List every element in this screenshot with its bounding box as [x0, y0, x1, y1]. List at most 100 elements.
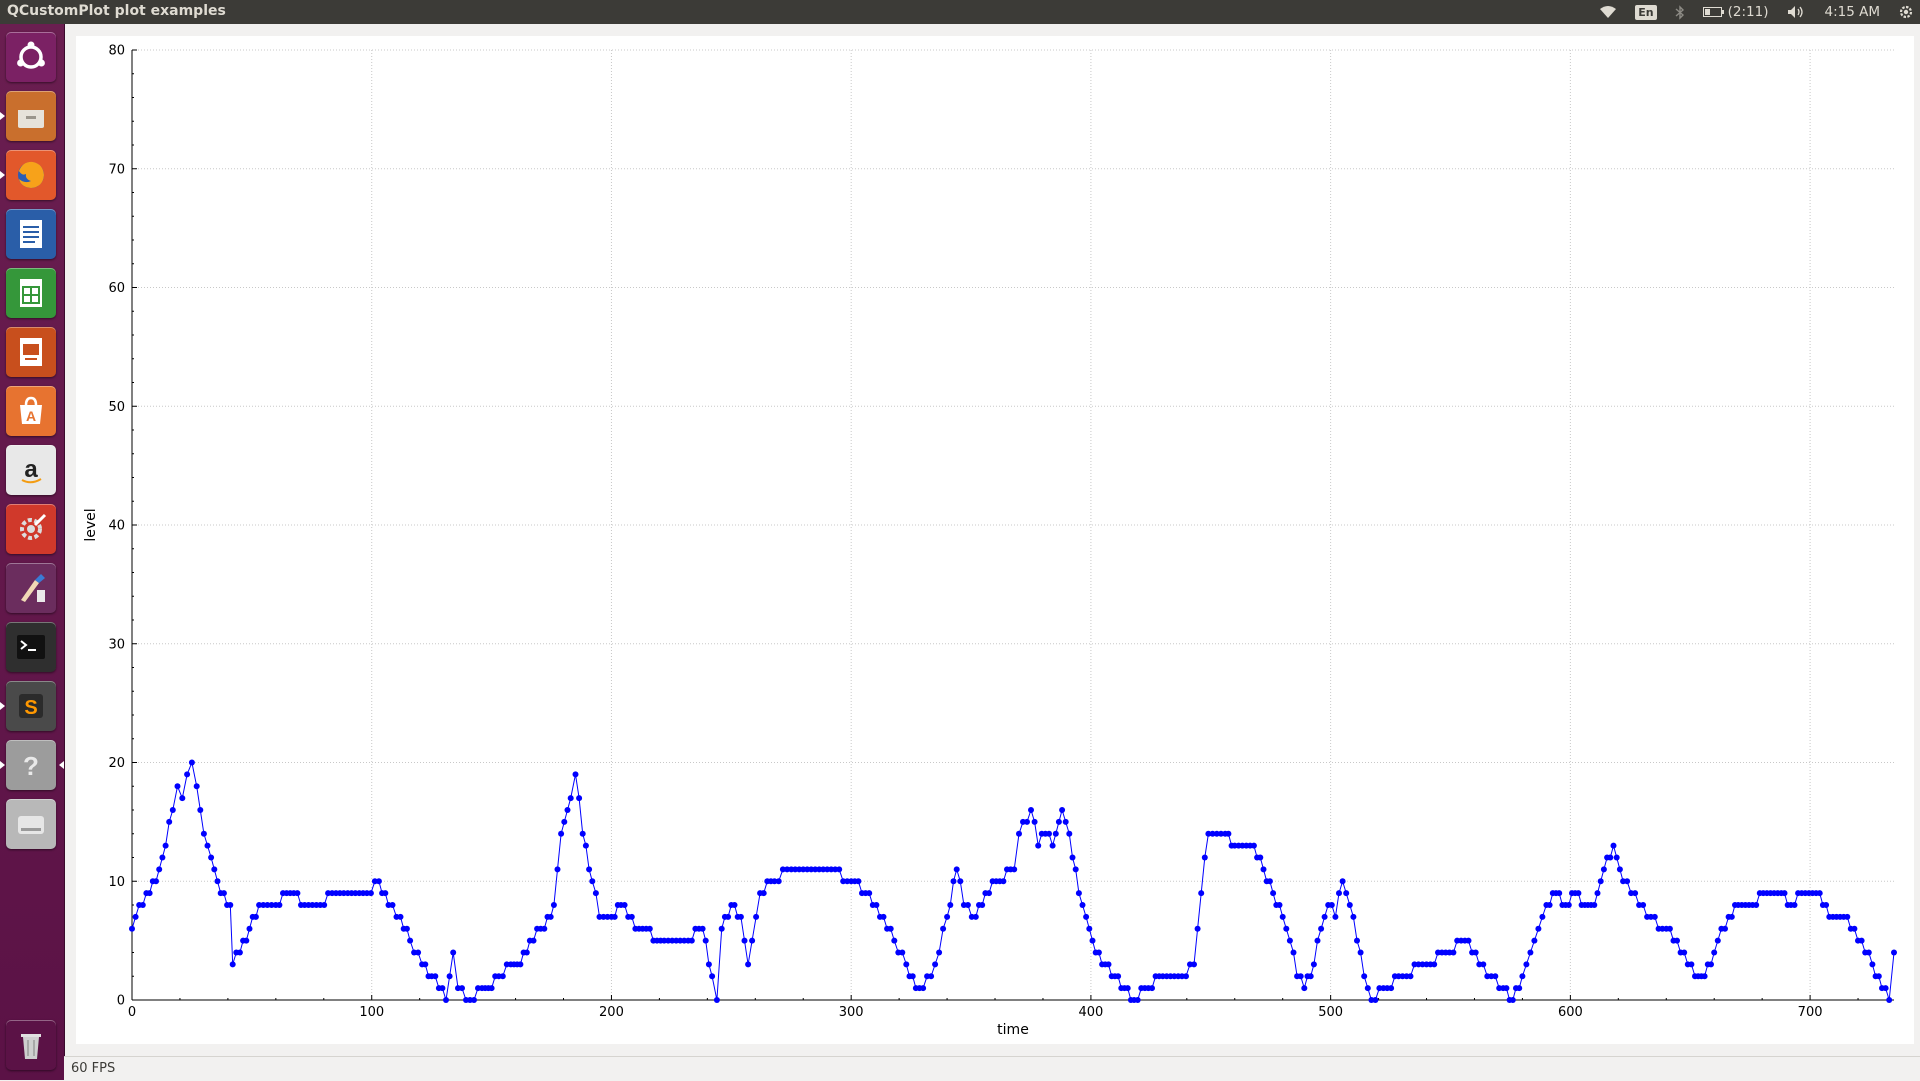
bluetooth-icon[interactable] [1675, 4, 1685, 20]
data-point [1105, 961, 1112, 968]
wifi-icon[interactable] [1599, 5, 1617, 19]
data-point [256, 902, 263, 908]
data-point [530, 937, 537, 944]
firefox-icon[interactable] [6, 150, 56, 200]
clock[interactable]: 4:15 AM [1824, 4, 1881, 20]
data-point [407, 937, 414, 944]
data-point [1346, 902, 1353, 908]
line-chart[interactable]: 0 100 200 300 400 500 600 70001020304050607080 … [76, 36, 1914, 1044]
data-point [1343, 890, 1350, 897]
trash-icon[interactable] [6, 1020, 56, 1070]
svg-text:S: S [24, 697, 37, 719]
data-point [246, 925, 253, 932]
data-point [953, 866, 960, 873]
data-point [1858, 937, 1865, 944]
disk-icon[interactable] [6, 799, 56, 849]
writer-icon[interactable] [6, 209, 56, 259]
data-point [1728, 913, 1735, 920]
data-point [1225, 830, 1232, 837]
data-point [561, 818, 568, 825]
data-point [936, 949, 943, 956]
ubuntu-dash-icon[interactable] [6, 32, 56, 82]
data-point [276, 902, 283, 908]
data-point [1388, 985, 1395, 992]
data-point [554, 866, 561, 873]
data-point [592, 890, 599, 897]
data-point [459, 985, 465, 992]
data-point [139, 902, 146, 908]
data-point [1450, 949, 1457, 956]
data-point [1046, 830, 1052, 837]
data-point [646, 925, 653, 932]
data-point [932, 961, 939, 968]
data-point [1891, 949, 1897, 956]
data-point [1055, 818, 1062, 825]
data-point [1354, 937, 1360, 944]
data-point [1600, 866, 1607, 873]
y-tick-label: 60 [108, 281, 125, 296]
data-point [1565, 902, 1572, 908]
terminal-icon[interactable] [6, 622, 56, 672]
data-point [1364, 985, 1371, 992]
data-point [541, 925, 548, 932]
data-point [156, 866, 163, 873]
data-point [705, 961, 712, 968]
data-point [204, 842, 211, 849]
data-point [174, 783, 181, 790]
data-point [1350, 913, 1357, 920]
data-point [1276, 902, 1283, 908]
files-icon[interactable] [6, 91, 56, 141]
amazon-icon[interactable]: a [6, 445, 56, 495]
x-tick-label: 200 [599, 1005, 624, 1020]
data-point [1681, 949, 1688, 956]
data-point [836, 866, 843, 873]
data-point [220, 890, 227, 897]
data-point [227, 902, 234, 908]
data-point [745, 961, 752, 968]
data-point [1075, 890, 1082, 897]
calc-icon[interactable] [6, 268, 56, 318]
impress-icon[interactable] [6, 327, 56, 377]
data-point [432, 973, 439, 980]
data-point [1503, 985, 1510, 992]
keyboard-layout-icon[interactable]: En [1635, 4, 1657, 20]
data-point [1336, 890, 1342, 897]
data-point [550, 902, 557, 908]
battery-indicator[interactable]: (2:11) [1702, 4, 1769, 20]
running-indicator [0, 112, 5, 120]
plot-area[interactable]: 0 100 200 300 400 500 600 700 0 10 20 30 40 50 60 70 80 … [76, 36, 1914, 1044]
data-point [1000, 878, 1007, 885]
volume-icon[interactable] [1787, 5, 1807, 19]
data-point [903, 961, 910, 968]
x-tick-label: 500 [1318, 1005, 1343, 1020]
data-point [1616, 866, 1623, 873]
data-point [1711, 949, 1718, 956]
data-point [972, 913, 979, 920]
data-point [197, 807, 204, 813]
data-point [779, 866, 786, 873]
data-point [1527, 949, 1534, 956]
data-point [252, 913, 259, 920]
data-point [1597, 878, 1604, 885]
data-point [1059, 807, 1066, 813]
data-point [1624, 878, 1631, 885]
sublime-text-icon[interactable]: S [6, 681, 56, 731]
data-point [1339, 878, 1346, 885]
data-point [1134, 997, 1141, 1003]
data-point [439, 985, 446, 992]
data-point [1516, 985, 1523, 992]
data-point [737, 913, 744, 920]
data-point [1372, 997, 1379, 1003]
help-icon[interactable]: ? [6, 740, 56, 790]
data-point [909, 973, 916, 980]
system-gear-icon[interactable] [1898, 4, 1914, 20]
system-settings-icon[interactable] [6, 504, 56, 554]
data-point [443, 997, 449, 1003]
software-center-icon[interactable]: A [6, 386, 56, 436]
paint-icon[interactable] [6, 563, 56, 613]
battery-icon [1702, 6, 1725, 18]
data-point [753, 913, 760, 920]
data-point [579, 830, 586, 837]
svg-text:A: A [26, 408, 36, 424]
